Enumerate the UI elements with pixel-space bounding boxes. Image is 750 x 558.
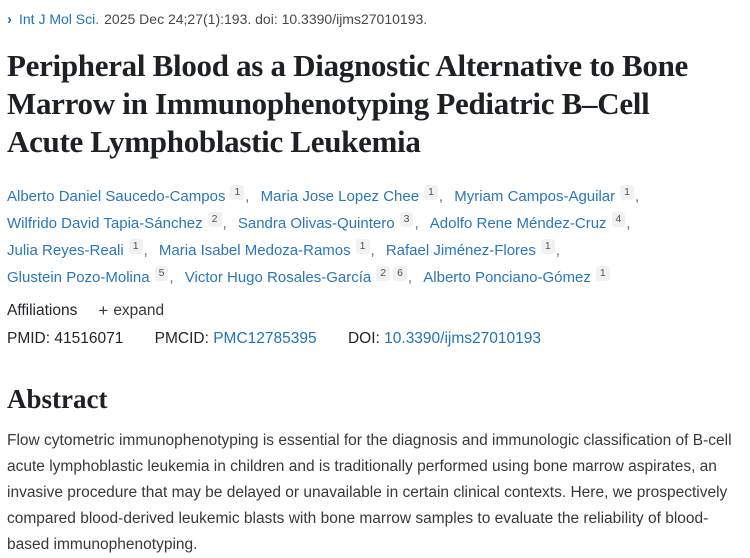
author-link[interactable]: Wilfrido David Tapia-Sánchez [7, 215, 203, 232]
expand-label: expand [113, 302, 165, 319]
pubmed-article-page: › Int J Mol Sci. 2025 Dec 24;27(1):193. do… [7, 9, 745, 558]
affiliation-number[interactable]: 3 [399, 212, 414, 227]
affiliation-number[interactable]: 1 [230, 185, 245, 200]
affiliations-row: Affiliations + expand [7, 300, 745, 322]
author-link[interactable]: Rafael Jiménez-Flores [385, 242, 536, 259]
author-link[interactable]: Glustein Pozo-Molina [7, 269, 150, 286]
author-link[interactable]: Maria Jose Lopez Chee [260, 188, 420, 205]
affiliation-number[interactable]: 2 [376, 266, 391, 281]
author: Rafael Jiménez-Flores 1, [386, 237, 560, 264]
author-separator: , [634, 188, 640, 205]
author-separator: , [370, 242, 375, 259]
affiliation-number[interactable]: 1 [355, 239, 370, 254]
abstract-text: Flow cytometric immunophenotyping is ess… [7, 432, 732, 553]
doi-label: DOI: [347, 330, 380, 347]
author: Julia Reyes-Reali 1, [7, 237, 148, 264]
article-title: Peripheral Blood as a Diagnostic Alterna… [7, 48, 688, 159]
author: Alberto Ponciano-Gómez 1 [423, 264, 610, 291]
author-separator: , [438, 188, 444, 205]
affiliation-number[interactable]: 6 [393, 266, 407, 281]
affiliation-number[interactable]: 2 [207, 212, 222, 227]
pmid-label: PMID: [7, 330, 51, 347]
affiliation-number[interactable]: 1 [424, 185, 438, 200]
author-link[interactable]: Maria Isabel Medoza-Ramos [158, 242, 351, 259]
author: Maria Isabel Medoza-Ramos 1, [159, 237, 375, 264]
author: Myriam Campos-Aguilar 1, [454, 183, 639, 210]
author: Victor Hugo Rosales-García 2 6, [185, 264, 412, 291]
author-link[interactable]: Sandra Olivas-Quintero [237, 215, 395, 232]
author-separator: , [414, 215, 419, 232]
author-link[interactable]: Julia Reyes-Reali [7, 242, 124, 259]
author-link[interactable]: Victor Hugo Rosales-García [184, 269, 372, 286]
author-link[interactable]: Adolfo Rene Méndez-Cruz [429, 215, 607, 232]
doi-item: DOI: 10.3390/ijms27010193 [348, 330, 541, 347]
author-separator: , [143, 242, 148, 259]
affiliation-number[interactable]: 1 [620, 185, 634, 200]
expand-affiliations-button[interactable]: + expand [98, 300, 164, 322]
pmcid-item: PMCID: PMC12785395 [155, 330, 317, 347]
article-ids-row: PMID: 41516071 PMCID: PMC12785395 DOI: 1… [7, 328, 745, 350]
author-link[interactable]: Alberto Daniel Saucedo-Campos [7, 188, 226, 205]
author: Wilfrido David Tapia-Sánchez 2, [7, 210, 227, 237]
authors-list: Alberto Daniel Saucedo-Campos 1, Maria Jo… [7, 183, 731, 291]
chevron-right-icon[interactable]: › [7, 11, 12, 28]
author-separator: , [245, 188, 250, 205]
doi-link[interactable]: 10.3390/ijms27010193 [384, 330, 541, 347]
author-separator: , [407, 269, 413, 286]
affiliation-number[interactable]: 1 [540, 239, 555, 254]
affiliation-number[interactable]: 1 [128, 239, 143, 254]
author-separator: , [169, 269, 174, 286]
abstract-heading: Abstract [7, 384, 108, 414]
journal-link[interactable]: Int J Mol Sci. [19, 11, 100, 27]
author: Alberto Daniel Saucedo-Campos 1, [7, 183, 249, 210]
pmid-item: PMID: 41516071 [7, 330, 123, 347]
author: Glustein Pozo-Molina 5, [7, 264, 174, 291]
author: Adolfo Rene Méndez-Cruz 4, [430, 210, 631, 237]
journal-citation-row: › Int J Mol Sci. 2025 Dec 24;27(1):193. do… [7, 9, 745, 30]
pmid-value: 41516071 [54, 330, 124, 347]
affiliation-number[interactable]: 5 [154, 266, 169, 281]
author-separator: , [555, 242, 560, 259]
author-link[interactable]: Myriam Campos-Aguilar [454, 188, 616, 205]
citation-details: 2025 Dec 24;27(1):193. doi: 10.3390/ijms… [104, 11, 428, 27]
affiliation-number[interactable]: 1 [595, 266, 610, 281]
author-separator: , [222, 215, 227, 232]
author: Maria Jose Lopez Chee 1, [261, 183, 443, 210]
pmcid-label: PMCID: [154, 330, 209, 347]
pmcid-link[interactable]: PMC12785395 [213, 330, 317, 347]
plus-icon: + [98, 301, 109, 320]
author: Sandra Olivas-Quintero 3, [238, 210, 419, 237]
author-link[interactable]: Alberto Ponciano-Gómez [423, 269, 591, 286]
author-separator: , [626, 215, 631, 232]
affiliations-label: Affiliations [7, 302, 78, 319]
affiliation-number[interactable]: 4 [611, 212, 626, 227]
